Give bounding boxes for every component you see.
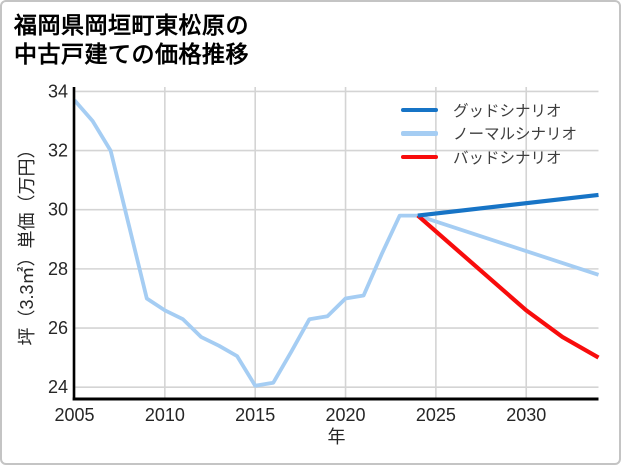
x-tick-label-2005: 2005 bbox=[54, 405, 94, 425]
y-axis-label: 坪（3.3㎡）単価（万円） bbox=[16, 140, 37, 345]
y-tick-label-26: 26 bbox=[48, 318, 68, 338]
x-tick-label-2030: 2030 bbox=[506, 405, 546, 425]
x-tick-label-2010: 2010 bbox=[145, 405, 185, 425]
legend-label-normal: ノーマルシナリオ bbox=[453, 126, 578, 144]
chart-title-line1: 福岡県岡垣町東松原の bbox=[14, 12, 249, 38]
series-line-bad bbox=[416, 214, 600, 360]
y-tick-label-34: 34 bbox=[48, 81, 68, 101]
chart-title-line2: 中古戸建ての価格推移 bbox=[14, 41, 249, 67]
legend-item-bad: バッドシナリオ bbox=[401, 145, 577, 169]
y-tick-label-28: 28 bbox=[48, 259, 68, 279]
chart-legend: グッドシナリオ ノーマルシナリオ バッドシナリオ bbox=[401, 98, 577, 169]
y-tick-label-24: 24 bbox=[48, 377, 68, 397]
legend-item-good: グッドシナリオ bbox=[401, 98, 577, 122]
series-line-good bbox=[417, 192, 599, 218]
legend-swatch-good bbox=[401, 107, 438, 112]
y-tick-label-32: 32 bbox=[48, 141, 68, 161]
x-tick-label-2020: 2020 bbox=[326, 405, 366, 425]
legend-label-good: グッドシナリオ bbox=[453, 102, 562, 120]
legend-swatch-bad bbox=[401, 154, 438, 159]
x-tick-label-2015: 2015 bbox=[235, 405, 275, 425]
y-tick-label-30: 30 bbox=[48, 200, 68, 220]
x-tick-label-2025: 2025 bbox=[416, 405, 456, 425]
legend-label-bad: バッドシナリオ bbox=[453, 149, 562, 167]
x-axis-label: 年 bbox=[328, 427, 346, 447]
chart-title: 福岡県岡垣町東松原の 中古戸建ての価格推移 bbox=[14, 11, 249, 69]
legend-swatch-normal bbox=[401, 131, 438, 136]
series-line-normal bbox=[73, 99, 600, 388]
legend-item-normal: ノーマルシナリオ bbox=[401, 122, 577, 146]
